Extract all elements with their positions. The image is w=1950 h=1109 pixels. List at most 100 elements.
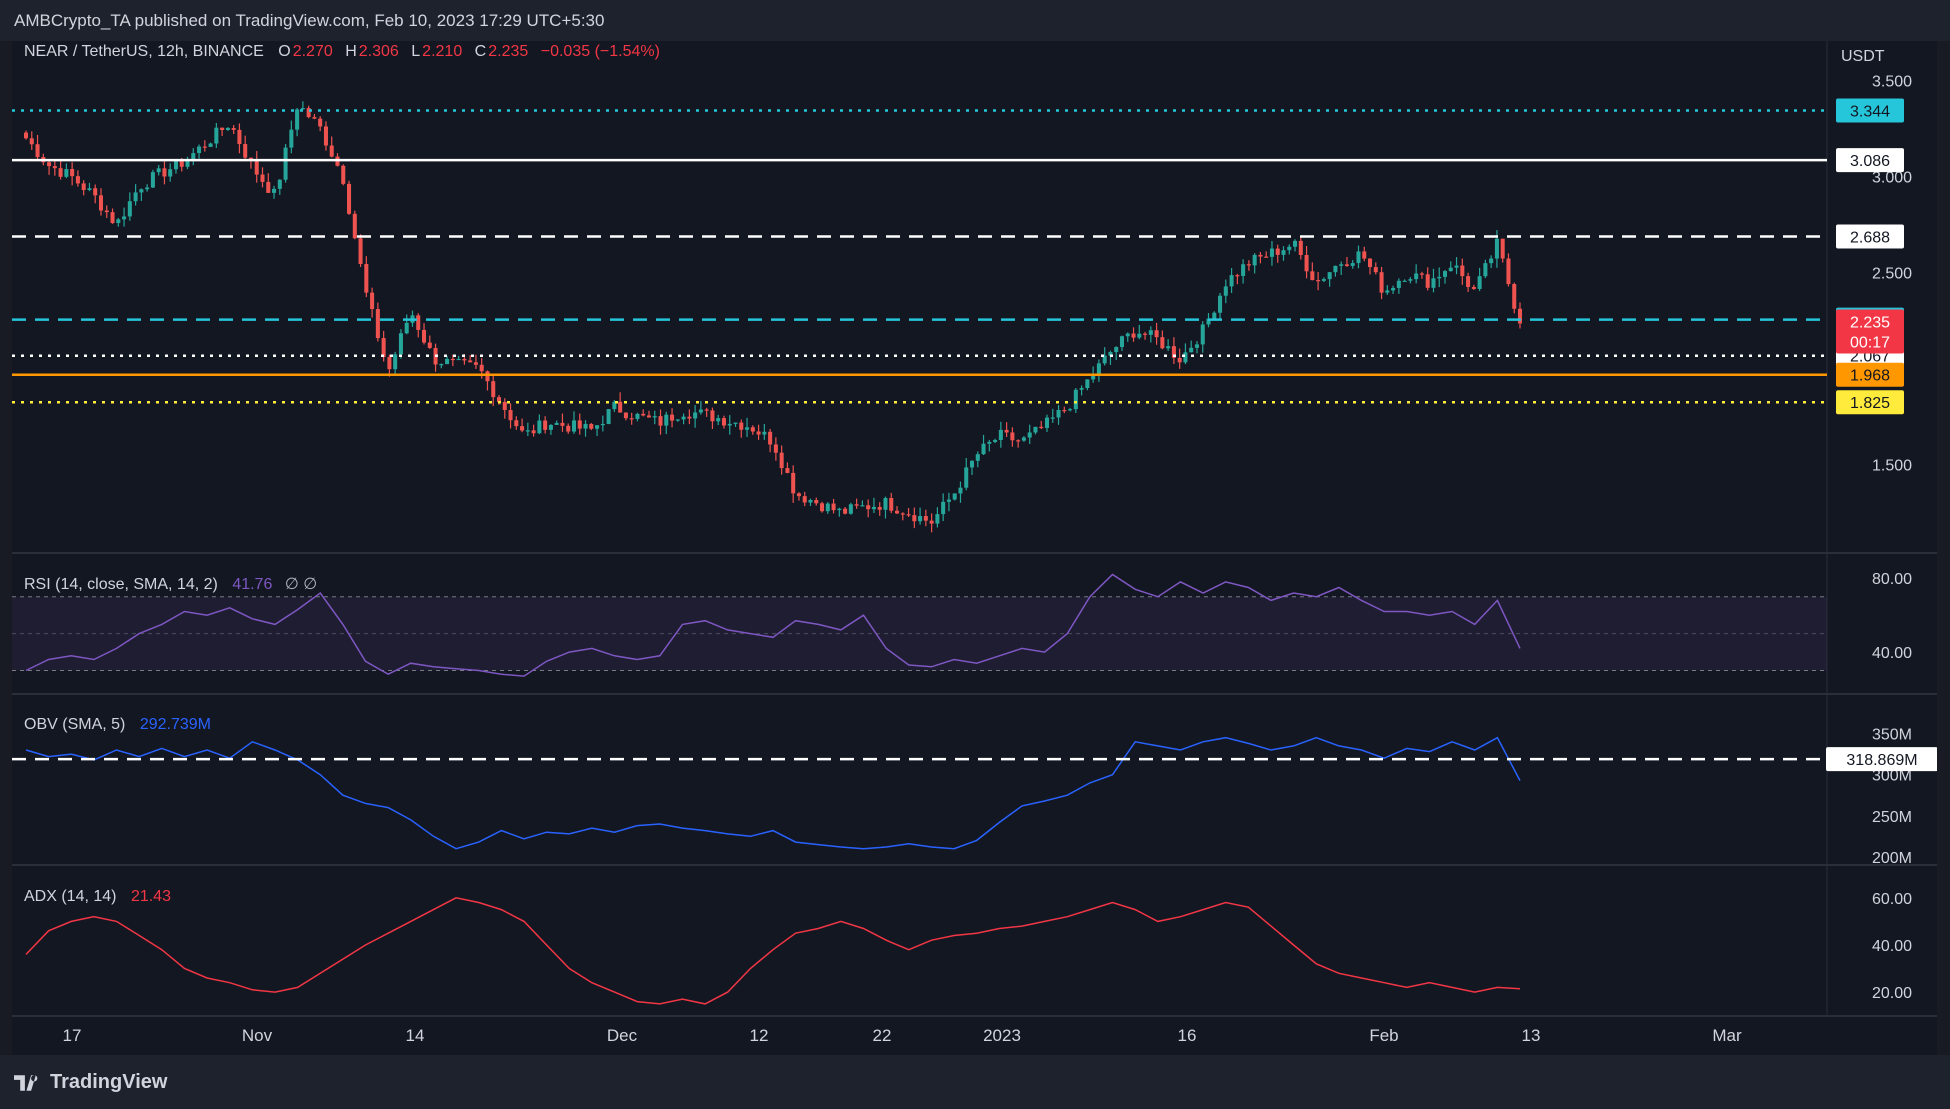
candle-body	[606, 409, 611, 424]
level-badge-1.825	[1836, 390, 1904, 415]
candle-body	[1189, 347, 1194, 353]
candle-body	[1252, 254, 1257, 266]
x-axis-tick-4: 12	[750, 1026, 769, 1045]
candle-body	[185, 159, 190, 167]
candle-body	[779, 452, 784, 469]
candle-body	[1125, 333, 1130, 337]
candle-body	[739, 422, 744, 430]
candle-body	[975, 454, 980, 461]
obv-series-line	[25, 736, 1521, 850]
level-badge-3.086	[1836, 148, 1904, 173]
candle-body	[618, 401, 623, 413]
candle-body	[1102, 355, 1107, 364]
bar-countdown-label: 00:17	[1850, 334, 1890, 351]
candle-body	[1350, 263, 1355, 266]
candle-body	[1229, 275, 1234, 287]
candle-body	[416, 315, 421, 330]
candles-group	[23, 101, 1523, 533]
candle-body	[612, 401, 617, 410]
adx-axis-tick-1: 40.00	[1872, 938, 1912, 955]
candle-body	[485, 371, 490, 382]
candle-body	[1004, 429, 1009, 433]
candle-body	[1223, 286, 1228, 296]
legend-symbol: NEAR / TetherUS, 12h, BINANCE	[24, 43, 264, 60]
candle-body	[23, 132, 29, 139]
candle-body	[727, 423, 732, 426]
candle-body	[370, 292, 375, 310]
level-badge-1.968	[1836, 362, 1904, 387]
chart-area[interactable]: 3.5003.0002.5001.5003.3443.0862.6882.255…	[12, 41, 1938, 1055]
candle-body	[548, 424, 553, 430]
candle-body	[197, 146, 202, 154]
candle-body	[889, 497, 894, 511]
candle-body	[958, 487, 963, 494]
candle-body	[1079, 388, 1084, 390]
candle-body	[300, 108, 305, 110]
candle-body	[871, 506, 876, 510]
candle-body	[860, 505, 865, 507]
candle-body	[710, 410, 715, 422]
candle-body	[139, 189, 144, 193]
candle-body	[693, 412, 698, 419]
adx-title: ADX (14, 14)	[24, 888, 117, 905]
candle-body	[1287, 246, 1292, 251]
candle-body	[52, 166, 57, 169]
legend-l-label: L	[411, 43, 421, 60]
candle-body	[266, 181, 271, 193]
candle-body	[168, 169, 173, 177]
candle-body	[543, 420, 548, 430]
candle-body	[237, 129, 242, 145]
level-label-1.968: 1.968	[1850, 368, 1890, 385]
candle-body	[387, 357, 392, 370]
rsi-title: RSI (14, close, SMA, 14, 2)	[24, 576, 218, 593]
level-badge-3.344	[1836, 98, 1904, 123]
candle-body	[987, 441, 992, 444]
candle-body	[935, 514, 940, 524]
candle-body	[745, 427, 750, 430]
candle-body	[1119, 336, 1125, 348]
candle-body	[1021, 437, 1026, 441]
tradingview-logo-icon	[14, 1074, 38, 1091]
rsi-axis-tick-0: 80.00	[1872, 571, 1912, 588]
candle-body	[398, 333, 403, 355]
candle-body	[1160, 337, 1165, 349]
footer-bar	[0, 1055, 1950, 1109]
candle-body	[277, 179, 282, 189]
candle-body	[1114, 347, 1119, 353]
candle-body	[122, 216, 127, 220]
rsi-series-line	[25, 573, 1521, 677]
candle-body	[912, 515, 917, 522]
candle-body	[1068, 409, 1073, 411]
candle-body	[496, 397, 502, 402]
candle-body	[1235, 275, 1240, 277]
candle-body	[329, 145, 334, 157]
candle-body	[1512, 284, 1517, 309]
candle-body	[1327, 272, 1332, 280]
candle-body	[156, 168, 161, 173]
x-axis-tick-9: 13	[1522, 1026, 1541, 1045]
tradingview-brand[interactable]: TradingView	[14, 1071, 167, 1094]
obv-axis-tick-2: 250M	[1872, 809, 1912, 826]
candle-body	[1143, 333, 1148, 335]
candle-body	[1183, 352, 1188, 363]
legend-o-label: O	[278, 43, 291, 60]
candle-body	[491, 381, 496, 398]
candle-body	[1431, 278, 1436, 288]
candle-body	[1050, 417, 1055, 419]
rsi-value: 41.76	[232, 576, 273, 593]
x-axis-tick-2: 14	[406, 1026, 425, 1045]
candle-body	[1494, 238, 1499, 259]
candle-body	[502, 401, 507, 410]
candle-body	[1269, 248, 1274, 257]
candle-body	[1218, 295, 1223, 313]
candle-body	[629, 418, 634, 420]
candle-body	[756, 431, 761, 435]
candle-body	[1344, 264, 1349, 266]
candle-body	[1027, 432, 1032, 438]
candle-body	[716, 418, 721, 422]
candle-body	[848, 504, 853, 514]
candle-body	[514, 420, 519, 427]
obv-value: 292.739M	[139, 716, 211, 733]
level-label-3.344: 3.344	[1850, 104, 1890, 121]
candle-body	[537, 420, 542, 434]
